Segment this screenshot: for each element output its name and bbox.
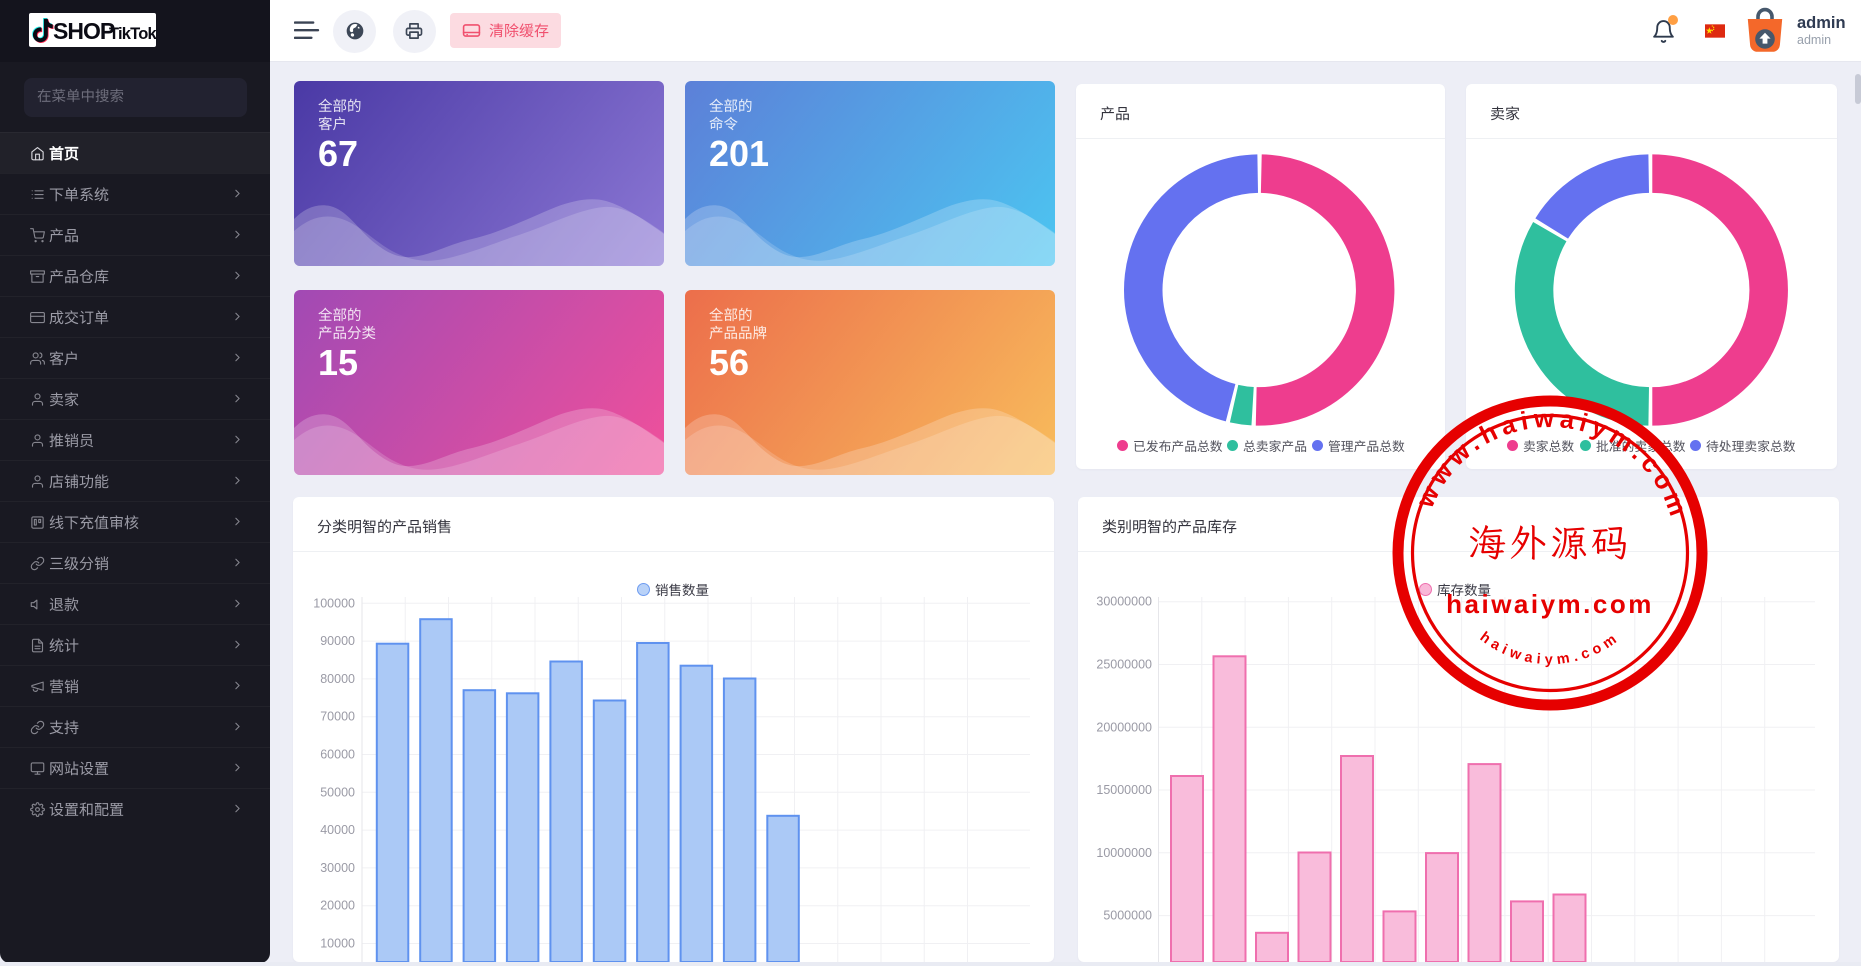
svg-text:5000000: 5000000	[1103, 909, 1152, 923]
svg-text:25000000: 25000000	[1096, 658, 1152, 672]
svg-text:90000: 90000	[320, 634, 355, 648]
svg-text:10000000: 10000000	[1096, 846, 1152, 860]
svg-text:haiwaiym.com: haiwaiym.com	[1446, 589, 1654, 619]
svg-text:20000000: 20000000	[1096, 720, 1152, 734]
svg-text:50000: 50000	[320, 785, 355, 799]
svg-text:30000000: 30000000	[1096, 595, 1152, 609]
svg-text:海外源码: 海外源码	[1468, 517, 1632, 567]
svg-text:40000: 40000	[320, 823, 355, 837]
svg-text:15000000: 15000000	[1096, 783, 1152, 797]
svg-text:80000: 80000	[320, 672, 355, 686]
svg-text:70000: 70000	[320, 710, 355, 724]
svg-text:www.haiwaiym.com: www.haiwaiym.com	[1411, 405, 1694, 524]
svg-text:60000: 60000	[320, 748, 355, 762]
svg-text:20000: 20000	[320, 899, 355, 913]
svg-text:100000: 100000	[313, 596, 355, 610]
svg-text:10000: 10000	[320, 937, 355, 951]
svg-text:30000: 30000	[320, 861, 355, 875]
svg-text:haiwaiym.com: haiwaiym.com	[1477, 629, 1624, 668]
